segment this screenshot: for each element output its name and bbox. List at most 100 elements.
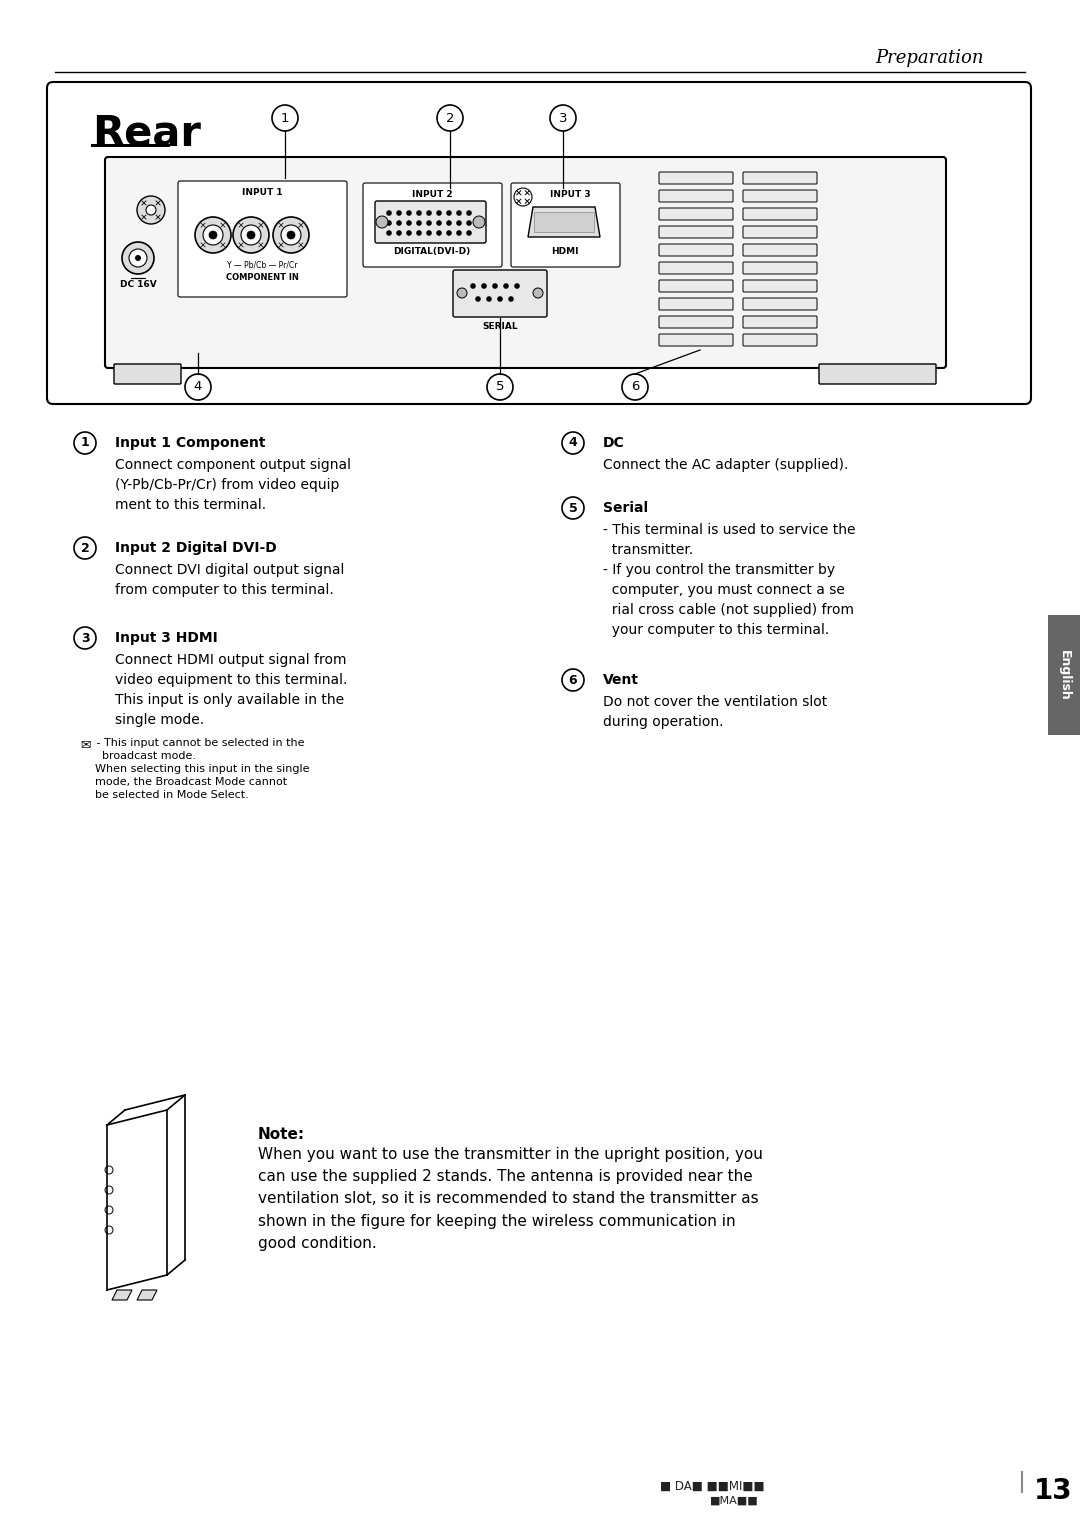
Circle shape: [406, 221, 411, 225]
Circle shape: [562, 432, 584, 453]
Circle shape: [129, 250, 147, 267]
FancyBboxPatch shape: [659, 280, 733, 293]
FancyBboxPatch shape: [453, 270, 546, 317]
Text: When you want to use the transmitter in the upright position, you
can use the su: When you want to use the transmitter in …: [258, 1147, 762, 1250]
Text: 3: 3: [558, 112, 567, 124]
Circle shape: [427, 221, 432, 225]
Text: Y — Pb/Cb — Pr/Cr: Y — Pb/Cb — Pr/Cr: [227, 260, 297, 270]
Text: English: English: [1057, 650, 1070, 700]
FancyBboxPatch shape: [659, 316, 733, 328]
Circle shape: [457, 288, 467, 299]
FancyBboxPatch shape: [659, 299, 733, 309]
Text: Connect DVI digital output signal
from computer to this terminal.: Connect DVI digital output signal from c…: [114, 562, 345, 597]
Text: ✉: ✉: [80, 738, 91, 751]
Circle shape: [514, 283, 519, 290]
Text: SERIAL: SERIAL: [482, 322, 517, 331]
Text: - This input cannot be selected in the: - This input cannot be selected in the: [93, 738, 305, 748]
Text: Connect the AC adapter (supplied).: Connect the AC adapter (supplied).: [603, 458, 849, 472]
FancyBboxPatch shape: [375, 201, 486, 244]
Text: ■ DA■ ■■MI■■: ■ DA■ ■■MI■■: [660, 1480, 765, 1494]
Circle shape: [473, 216, 485, 228]
Text: Input 3 HDMI: Input 3 HDMI: [114, 631, 218, 645]
Circle shape: [487, 374, 513, 400]
Circle shape: [137, 196, 165, 224]
Text: 2: 2: [81, 541, 90, 555]
Polygon shape: [112, 1290, 132, 1301]
Text: 6: 6: [631, 380, 639, 394]
Text: INPUT 3: INPUT 3: [550, 190, 591, 199]
FancyBboxPatch shape: [819, 365, 936, 385]
Text: INPUT 1: INPUT 1: [242, 188, 282, 198]
Circle shape: [550, 106, 576, 132]
Circle shape: [622, 374, 648, 400]
FancyBboxPatch shape: [659, 172, 733, 184]
Circle shape: [396, 210, 402, 216]
Circle shape: [185, 374, 211, 400]
Circle shape: [135, 254, 141, 260]
Text: 2: 2: [446, 112, 455, 124]
Text: Preparation: Preparation: [875, 49, 984, 67]
Circle shape: [203, 225, 222, 245]
FancyBboxPatch shape: [743, 244, 816, 256]
Text: DIGITAL(DVI-D): DIGITAL(DVI-D): [393, 247, 471, 256]
Circle shape: [497, 296, 503, 302]
FancyBboxPatch shape: [743, 334, 816, 346]
Circle shape: [396, 230, 402, 236]
Circle shape: [437, 106, 463, 132]
Text: 5: 5: [496, 380, 504, 394]
FancyBboxPatch shape: [659, 262, 733, 274]
Circle shape: [534, 288, 543, 299]
Text: 1: 1: [81, 437, 90, 449]
FancyBboxPatch shape: [114, 365, 181, 385]
Text: Rear: Rear: [92, 112, 201, 155]
Circle shape: [456, 221, 462, 225]
FancyBboxPatch shape: [659, 208, 733, 221]
Circle shape: [195, 218, 231, 253]
FancyBboxPatch shape: [743, 299, 816, 309]
FancyBboxPatch shape: [48, 83, 1031, 404]
Circle shape: [146, 205, 156, 214]
Text: Vent: Vent: [603, 673, 639, 686]
Circle shape: [486, 296, 491, 302]
Text: HDMI: HDMI: [551, 247, 579, 256]
Circle shape: [387, 210, 392, 216]
Text: DC: DC: [603, 437, 624, 450]
FancyBboxPatch shape: [743, 316, 816, 328]
Circle shape: [75, 538, 96, 559]
Text: 6: 6: [569, 674, 578, 686]
Circle shape: [122, 242, 154, 274]
Circle shape: [475, 296, 481, 302]
Text: 4: 4: [569, 437, 578, 449]
Polygon shape: [528, 207, 600, 237]
Text: DC 16V: DC 16V: [120, 280, 157, 290]
Circle shape: [436, 210, 442, 216]
Text: ■MA■■: ■MA■■: [710, 1497, 759, 1506]
Circle shape: [467, 221, 472, 225]
Circle shape: [446, 210, 451, 216]
Text: broadcast mode.: broadcast mode.: [102, 751, 195, 761]
Text: Connect HDMI output signal from
video equipment to this terminal.
This input is : Connect HDMI output signal from video eq…: [114, 653, 348, 728]
Circle shape: [272, 106, 298, 132]
Circle shape: [210, 231, 217, 239]
FancyBboxPatch shape: [659, 190, 733, 202]
Circle shape: [482, 283, 487, 290]
Text: When selecting this input in the single: When selecting this input in the single: [95, 764, 310, 774]
FancyBboxPatch shape: [743, 208, 816, 221]
FancyBboxPatch shape: [659, 227, 733, 237]
FancyBboxPatch shape: [659, 334, 733, 346]
Circle shape: [427, 210, 432, 216]
Circle shape: [492, 283, 498, 290]
Circle shape: [387, 221, 392, 225]
Text: Do not cover the ventilation slot
during operation.: Do not cover the ventilation slot during…: [603, 696, 827, 729]
Text: 3: 3: [81, 631, 90, 645]
Circle shape: [562, 496, 584, 519]
Circle shape: [436, 230, 442, 236]
Text: Input 2 Digital DVI-D: Input 2 Digital DVI-D: [114, 541, 276, 555]
Circle shape: [105, 1166, 113, 1174]
Text: be selected in Mode Select.: be selected in Mode Select.: [95, 791, 248, 800]
Circle shape: [446, 230, 451, 236]
Polygon shape: [137, 1290, 157, 1301]
Text: - This terminal is used to service the
  transmitter.
- If you control the trans: - This terminal is used to service the t…: [603, 522, 855, 637]
Circle shape: [75, 432, 96, 453]
FancyBboxPatch shape: [743, 190, 816, 202]
